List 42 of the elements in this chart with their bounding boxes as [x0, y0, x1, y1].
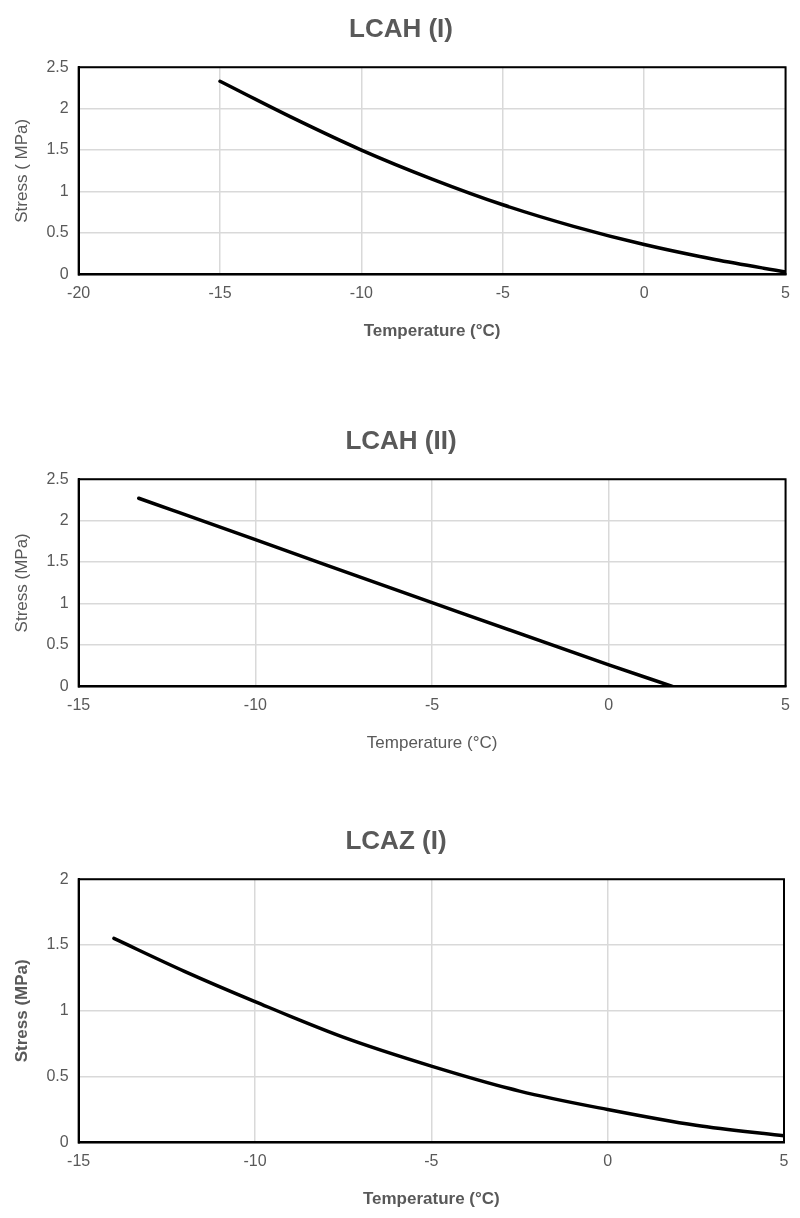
x-tick-label: -10 [243, 1152, 267, 1170]
x-tick-label: -5 [424, 696, 440, 714]
y-tick-label: 2.5 [46, 469, 69, 487]
chart-title: LCAZ (I) [345, 824, 447, 855]
x-tick-label: 5 [781, 696, 791, 714]
y-axis-title: Stress ( MPa) [11, 118, 31, 223]
x-axis-title: Temperature (°C) [362, 1189, 500, 1209]
x-tick-label: 5 [779, 1152, 789, 1170]
y-tick-label: 1 [59, 1001, 69, 1019]
y-tick-label: 1.5 [46, 935, 69, 953]
y-tick-label: 2.5 [46, 57, 69, 75]
y-tick-label: 1 [59, 593, 69, 611]
y-tick-label: 0.5 [46, 1067, 69, 1085]
x-tick-label: 5 [781, 284, 791, 302]
x-tick-label: -5 [424, 1152, 439, 1170]
y-axis-title: Stress (MPa) [11, 533, 31, 633]
x-axis-title: Temperature (°C) [366, 733, 498, 753]
y-tick-label: 2 [59, 511, 69, 529]
x-tick-label: 0 [639, 284, 649, 302]
y-tick-label: 1.5 [46, 552, 69, 570]
x-tick-label: -10 [349, 284, 374, 302]
y-tick-label: 2 [59, 869, 69, 887]
y-tick-label: 0.5 [46, 635, 69, 653]
y-axis-title: Stress (MPa) [11, 959, 31, 1063]
y-tick-label: 1.5 [46, 140, 69, 158]
x-tick-label: 0 [603, 1152, 613, 1170]
y-tick-label: 0 [59, 264, 69, 282]
x-tick-label: -10 [243, 696, 268, 714]
y-tick-label: 0 [59, 1132, 69, 1150]
x-tick-label: -15 [208, 284, 232, 302]
x-tick-label: -5 [495, 284, 510, 302]
x-tick-label: 0 [604, 696, 614, 714]
x-axis-title: Temperature (°C) [363, 321, 501, 341]
y-tick-label: 0 [59, 676, 69, 694]
y-tick-label: 0.5 [46, 223, 69, 241]
chart-title: LCAH (II) [345, 424, 457, 455]
y-tick-label: 1 [59, 181, 69, 199]
y-tick-label: 2 [59, 99, 69, 117]
x-tick-label: -15 [67, 696, 91, 714]
chart-title: LCAH (I) [349, 12, 453, 43]
x-tick-label: -20 [67, 284, 91, 302]
x-tick-label: -15 [67, 1152, 91, 1170]
